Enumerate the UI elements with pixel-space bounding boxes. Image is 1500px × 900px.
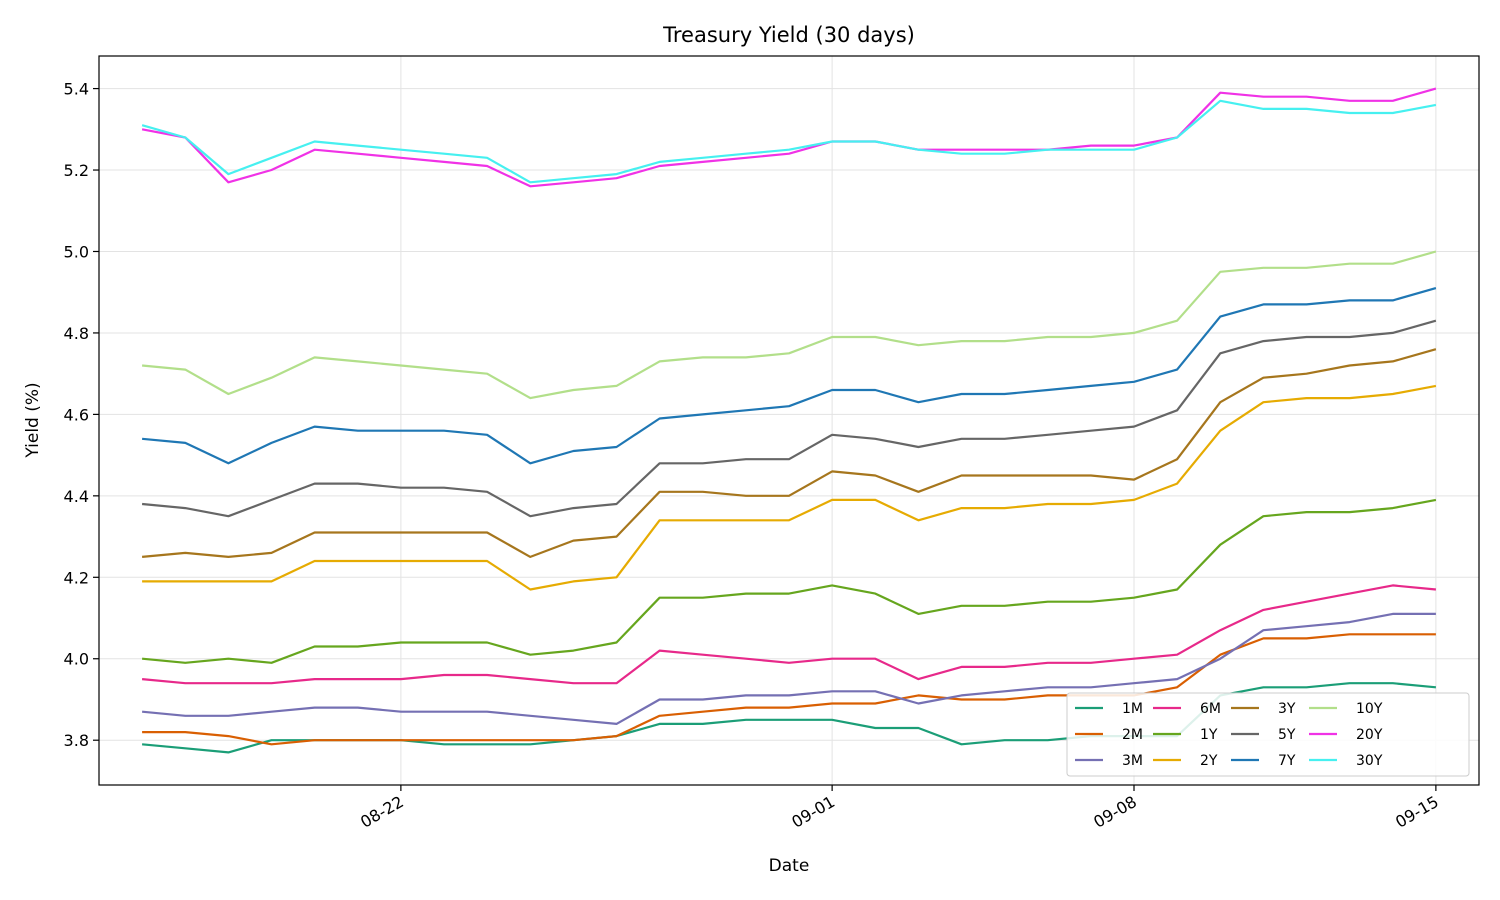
series-line-2m: [142, 633, 1436, 746]
y-axis-title: Yield (%): [23, 382, 43, 458]
legend-label: 30Y: [1356, 753, 1383, 769]
y-tick-label: 4.6: [64, 405, 89, 424]
y-tick-label: 5.0: [64, 242, 89, 261]
series-line-3m: [141, 612, 1436, 726]
legend-label: 10Y: [1356, 701, 1383, 717]
y-tick-label: 5.2: [64, 161, 89, 180]
y-tick-label: 4.4: [64, 487, 89, 506]
series-line-10y: [141, 250, 1437, 400]
legend-label: 3Y: [1278, 701, 1296, 717]
series-lines: [141, 87, 1437, 754]
y-tick-label: 4.2: [64, 568, 89, 587]
x-axis-title: Date: [769, 856, 810, 876]
y-tick-label: 5.4: [64, 80, 89, 99]
legend-label: 3M: [1122, 753, 1143, 769]
y-tick-label: 3.8: [64, 731, 89, 750]
series-line-2y: [142, 384, 1437, 591]
legend-label: 2M: [1122, 727, 1143, 743]
legend-label: 5Y: [1278, 727, 1296, 743]
plot-frame: [98, 55, 1480, 786]
legend-box: [1066, 692, 1470, 777]
series-line-3y: [141, 348, 1437, 559]
chart-title: Treasury Yield (30 days): [662, 23, 915, 47]
grid: [99, 56, 1479, 785]
y-tick-label: 4.8: [64, 324, 89, 343]
legend-label: 1M: [1122, 701, 1143, 717]
series-line-1y: [141, 498, 1437, 664]
series-line-30y: [141, 99, 1437, 184]
series-line-20y: [141, 87, 1437, 188]
legend-label: 6M: [1200, 701, 1221, 717]
y-tick-label: 4.0: [64, 650, 89, 669]
legend: 1M 2M 3M 6M 1Y 2Y 3Y 5Y 7Y 10Y 20Y 30Y: [1066, 692, 1470, 777]
legend-label: 20Y: [1356, 727, 1383, 743]
legend-label: 1Y: [1200, 727, 1218, 743]
legend-label: 2Y: [1200, 753, 1218, 769]
series-line-6m: [141, 584, 1437, 685]
legend-label: 7Y: [1278, 753, 1296, 769]
series-line-5y: [141, 319, 1437, 518]
series-line-7y: [141, 287, 1437, 465]
